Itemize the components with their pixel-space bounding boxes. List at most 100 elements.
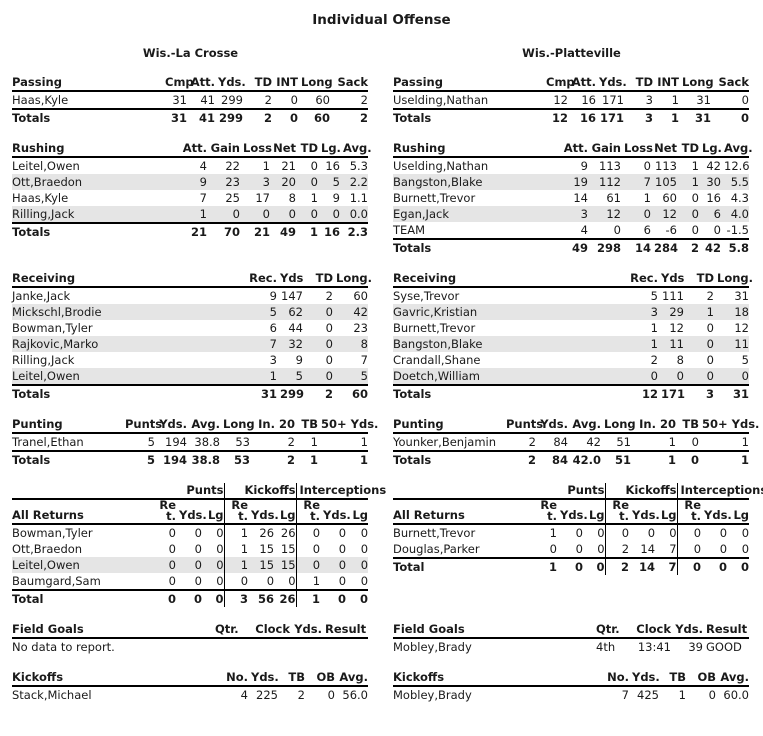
header-row: Passing Cmp Att. Yds. TD INT Long Sack [393,75,749,92]
column-header: Yds. [596,75,627,92]
stat-cell: 1 [242,368,277,386]
stat-cell: 2 [604,558,630,575]
stat-cell: 4.3 [730,191,749,205]
group-header: Punts [152,483,225,500]
player-name: Ott,Braedon [12,174,172,190]
stat-cell: 425 [637,688,659,702]
stat-cell: 299 [280,387,305,401]
stat-cell: 0 [604,524,630,541]
totals-label: Totals [393,111,432,125]
column-header: Yds. [248,499,279,525]
stat-cell: 7 [242,336,277,352]
stat-cell: 42 [568,433,601,452]
stat-cell: 16 [568,91,596,110]
column-header: Yds. [701,499,732,525]
stat-cell: 0 [575,526,583,540]
totals-row: Totals 2 84 42.0 51 1 0 1 [393,451,749,468]
player-row: Leitel,Owen 4 22 1 21 0 16 5.3 [12,157,368,174]
stat-cell: 0 [318,206,340,224]
stat-cell: 0 [194,542,202,556]
column-header: Yds. [557,499,588,525]
stat-cell: 56.0 [342,688,368,702]
player-row: Haas,Kyle 7 25 17 8 1 9 1.1 [12,190,368,206]
player-name: Baumgard,Sam [12,573,152,591]
column-header: Lg [583,499,606,525]
player-name: Mobley,Brady [393,688,472,702]
page-title: Individual Offense [312,12,451,28]
column-header: TD [624,75,653,92]
stat-cell: 51 [614,453,631,467]
group-header: Interceptions [295,483,386,500]
stat-cell: 15 [259,542,275,556]
stat-cell: 42 [333,304,368,320]
column-header: Yds [277,271,303,288]
stat-cell: 0 [303,368,333,386]
stat-cell: 0 [701,541,728,559]
group-header: Punts [533,483,606,500]
column-header: Yds. [248,670,279,687]
stat-cell: 22 [225,159,240,173]
column-header: Qtr. [593,622,628,639]
stat-cell: 0 [727,541,750,559]
stat-cell: 0 [193,592,202,606]
stat-cell: 0 [711,91,749,110]
stat-cell: 0 [289,111,298,125]
column-header: Yds. [215,75,246,92]
column-header: TB [676,417,699,434]
column-header: Avg. [335,670,368,687]
column-header: Avg. [716,670,749,687]
group-header: Kickoffs [604,483,678,500]
player-row: Egan,Jack 3 12 0 12 0 6 4.0 [393,206,749,222]
player-row: Mobley,Brady 7 425 1 0 60.0 [393,686,749,703]
player-row: Janke,Jack 9 147 2 60 [12,287,368,304]
column-header: No. [593,670,629,687]
column-header: In. 20 [631,417,676,434]
column-header: TB [278,670,305,687]
stat-cell: 0 [714,368,749,386]
stat-cell: 2 [297,688,305,702]
column-header: Result [703,622,749,639]
stat-cell: 0 [706,353,714,367]
section-label: All Returns [393,499,533,525]
stat-cell: 25 [225,191,240,205]
stat-cell: 26 [259,526,275,540]
stat-cell: 0 [583,541,606,559]
stat-cell: 0 [360,592,369,606]
column-header: Yds. [629,499,660,525]
stat-cell: 0 [676,433,699,452]
stat-cell: 0 [152,557,176,573]
ret-header-line2: t. [238,509,249,523]
player-row: Ott,Braedon 0 0 0 1 15 15 0 0 0 [12,541,368,557]
stat-cell: 0 [669,526,677,540]
stat-cell: 2 [503,433,536,452]
stat-cell: 0 [270,206,296,224]
stat-cell: 38.8 [187,433,220,452]
stat-cell: 113 [655,159,677,173]
totals-label: Total [12,592,44,606]
stat-cell: 1 [548,560,557,574]
player-name: Bangston,Blake [393,174,553,190]
stat-cell: 5.8 [728,241,749,255]
stat-cell: 2 [690,241,699,255]
player-name: Mobley,Brady [393,640,472,654]
stat-cell: 5 [650,289,658,303]
stat-cell: 17 [255,191,270,205]
stat-cell: 0.0 [340,206,368,224]
team-name: Wis.-La Crosse [142,46,239,60]
column-header: Yds. [629,670,660,687]
ret-header-line1: Re [231,498,249,512]
stat-cell: 0 [207,206,240,224]
stat-cell: 41 [187,91,215,110]
totals-row: Totals 12 171 3 31 [393,385,749,402]
column-header: 50+ Yds. [699,417,759,434]
column-header: TD [296,141,318,158]
stat-cell: 171 [599,111,624,125]
stat-cell: 298 [596,241,621,255]
kickoffs-table: Kickoffs No. Yds. TB OB Avg. Stack,Michael 4 225… [12,670,368,703]
player-row: Gavric,Kristian 3 29 1 18 [393,304,749,320]
stat-cell: 0 [677,222,699,240]
stat-cell: 111 [662,289,684,303]
stat-cell: 0 [295,541,321,557]
player-name: Bowman,Tyler [12,321,93,335]
team-name: Wis.-Platteville [522,46,621,60]
